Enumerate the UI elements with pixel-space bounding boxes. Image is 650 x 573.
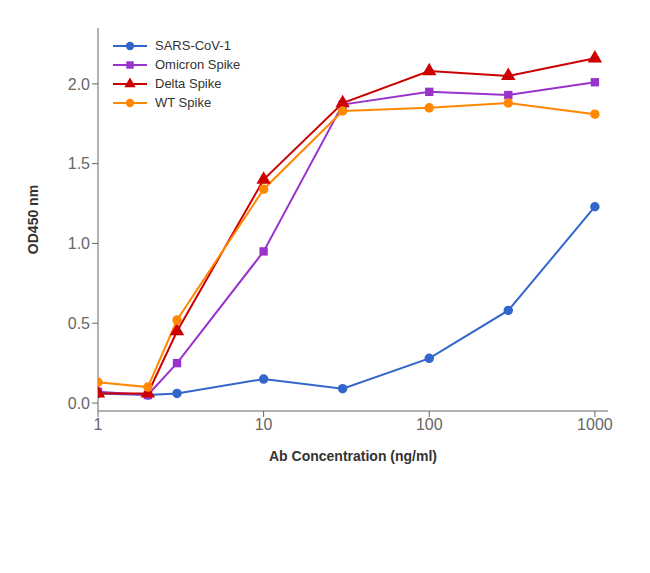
- html-text:WT Spike: WT Spike: [155, 95, 212, 110]
- svg-text:Ab Concentration (ng/ml): Ab Concentration (ng/ml): [269, 448, 437, 464]
- html-text:Delta Spike: Delta Spike: [155, 76, 222, 91]
- svg-text:10: 10: [255, 416, 273, 433]
- svg-text:OD450 nm: OD450 nm: [25, 185, 41, 254]
- html-text:Omicron Spike: Omicron Spike: [155, 57, 241, 72]
- svg-text:0.5: 0.5: [68, 315, 90, 332]
- svg-text:0.0: 0.0: [68, 395, 90, 412]
- svg-text:1000: 1000: [577, 416, 613, 433]
- svg-text:100: 100: [416, 416, 443, 433]
- svg-text:1: 1: [94, 416, 103, 433]
- html-text:SARS-CoV-1: SARS-CoV-1: [155, 38, 231, 53]
- svg-text:2.0: 2.0: [68, 76, 90, 93]
- svg-text:1.0: 1.0: [68, 235, 90, 252]
- svg-text:1.5: 1.5: [68, 155, 90, 172]
